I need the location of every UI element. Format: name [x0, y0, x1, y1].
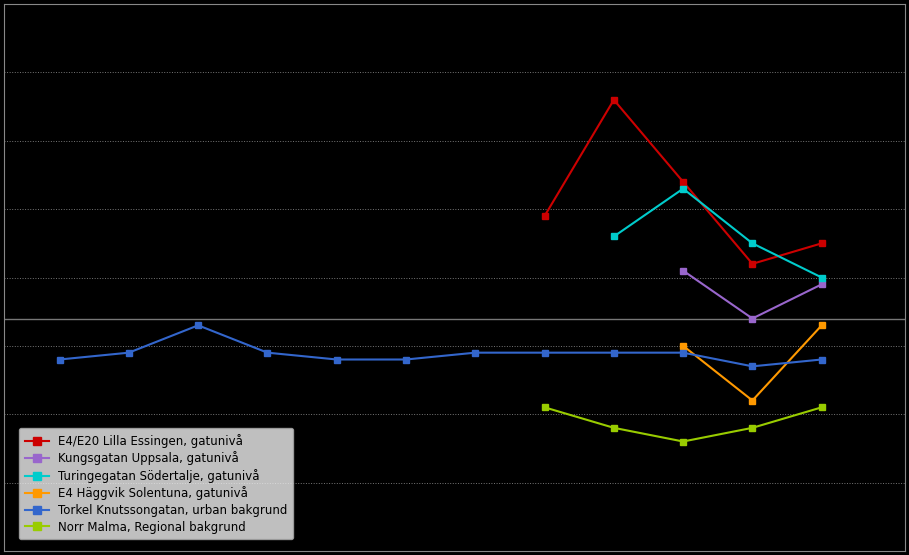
- E4/E20 Lilla Essingen, gatunivå: [678, 179, 689, 185]
- Torkel Knutssongatan, urban bakgrund: [608, 349, 619, 356]
- Torkel Knutssongatan, urban bakgrund: [747, 363, 758, 370]
- Turingegatan Södertalje, gatunivå: [678, 185, 689, 192]
- Line: Torkel Knutssongatan, urban bakgrund: Torkel Knutssongatan, urban bakgrund: [56, 322, 825, 370]
- Legend: E4/E20 Lilla Essingen, gatunivå, Kungsgatan Uppsala, gatunivå, Turingegatan Söde: E4/E20 Lilla Essingen, gatunivå, Kungsga…: [19, 428, 294, 539]
- Norr Malma, Regional bakgrund: [816, 404, 827, 411]
- Torkel Knutssongatan, urban bakgrund: [816, 356, 827, 363]
- Torkel Knutssongatan, urban bakgrund: [470, 349, 481, 356]
- Line: Turingegatan Södertalje, gatunivå: Turingegatan Södertalje, gatunivå: [610, 185, 825, 281]
- Torkel Knutssongatan, urban bakgrund: [401, 356, 412, 363]
- Torkel Knutssongatan, urban bakgrund: [331, 356, 342, 363]
- Line: Norr Malma, Regional bakgrund: Norr Malma, Regional bakgrund: [541, 404, 825, 445]
- Turingegatan Södertalje, gatunivå: [608, 233, 619, 240]
- Line: E4 Häggvik Solentuna, gatunivå: E4 Häggvik Solentuna, gatunivå: [680, 322, 825, 404]
- Turingegatan Södertalje, gatunivå: [747, 240, 758, 246]
- Torkel Knutssongatan, urban bakgrund: [124, 349, 135, 356]
- Norr Malma, Regional bakgrund: [678, 438, 689, 445]
- E4/E20 Lilla Essingen, gatunivå: [539, 213, 550, 219]
- Kungsgatan Uppsala, gatunivå: [678, 268, 689, 274]
- Norr Malma, Regional bakgrund: [608, 425, 619, 431]
- Norr Malma, Regional bakgrund: [539, 404, 550, 411]
- E4/E20 Lilla Essingen, gatunivå: [608, 97, 619, 103]
- Torkel Knutssongatan, urban bakgrund: [193, 322, 204, 329]
- Turingegatan Södertalje, gatunivå: [816, 274, 827, 281]
- E4/E20 Lilla Essingen, gatunivå: [747, 260, 758, 267]
- Line: Kungsgatan Uppsala, gatunivå: Kungsgatan Uppsala, gatunivå: [680, 267, 825, 322]
- Kungsgatan Uppsala, gatunivå: [816, 281, 827, 287]
- Torkel Knutssongatan, urban bakgrund: [678, 349, 689, 356]
- E4 Häggvik Solentuna, gatunivå: [747, 397, 758, 404]
- Norr Malma, Regional bakgrund: [747, 425, 758, 431]
- E4 Häggvik Solentuna, gatunivå: [678, 342, 689, 349]
- Torkel Knutssongatan, urban bakgrund: [262, 349, 273, 356]
- Kungsgatan Uppsala, gatunivå: [747, 315, 758, 322]
- E4 Häggvik Solentuna, gatunivå: [816, 322, 827, 329]
- E4/E20 Lilla Essingen, gatunivå: [816, 240, 827, 246]
- Torkel Knutssongatan, urban bakgrund: [539, 349, 550, 356]
- Torkel Knutssongatan, urban bakgrund: [55, 356, 65, 363]
- Line: E4/E20 Lilla Essingen, gatunivå: E4/E20 Lilla Essingen, gatunivå: [541, 97, 825, 268]
